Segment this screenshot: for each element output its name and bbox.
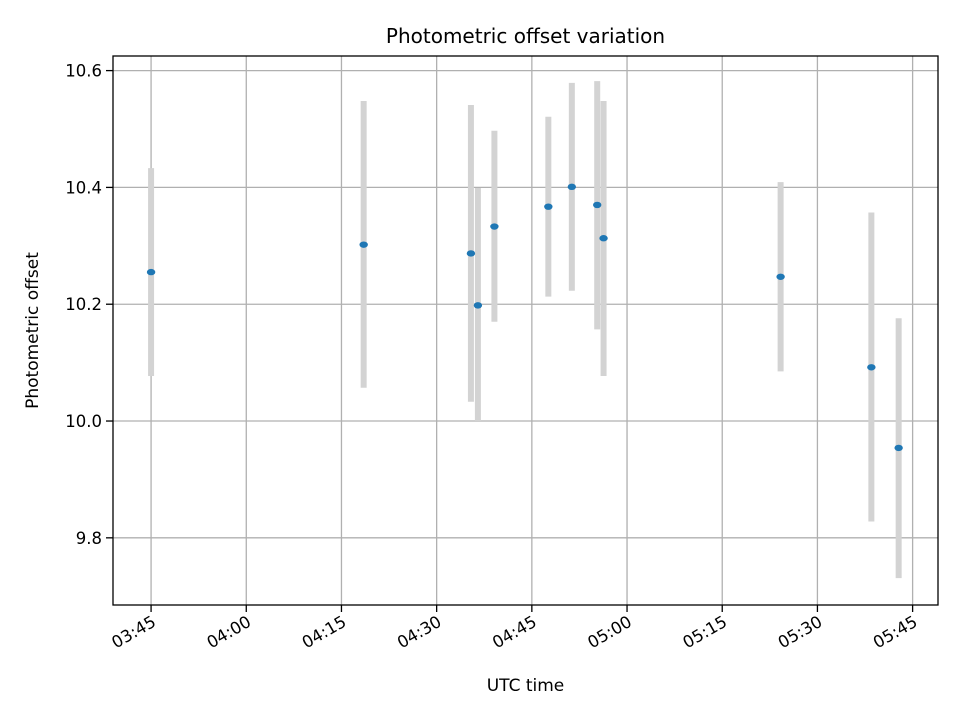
x-tick-label: 05:15: [680, 612, 731, 652]
data-point: [490, 223, 499, 230]
data-point: [776, 273, 785, 280]
data-point: [894, 444, 903, 452]
error-bars: [148, 81, 902, 579]
y-axis: 9.8 10.0 10.2 10.4 10.6: [65, 62, 113, 548]
data-point: [567, 183, 577, 191]
x-axis-label: UTC time: [487, 676, 565, 696]
x-tick-label: 04:30: [394, 612, 445, 652]
x-tick-label: 05:30: [775, 612, 826, 652]
data-point: [146, 268, 156, 276]
x-tick-label: 03:45: [108, 612, 159, 652]
x-tick-label: 04:15: [299, 612, 350, 652]
data-point: [359, 241, 368, 248]
data-points: [146, 183, 903, 452]
chart-title: Photometric offset variation: [386, 24, 665, 48]
data-point: [473, 302, 483, 309]
x-tick-label: 05:00: [584, 612, 635, 652]
y-axis-label: Photometric offset: [23, 252, 43, 409]
data-point: [867, 364, 876, 371]
data-point: [544, 203, 553, 210]
y-tick-label: 10.4: [65, 178, 102, 197]
x-tick-label: 05:45: [870, 612, 921, 652]
x-axis: 03:45 04:00 04:15 04:30 04:45 05:00 05:15 05:30…: [108, 605, 921, 652]
y-tick-label: 10.6: [65, 62, 102, 81]
y-tick-label: 10.2: [65, 295, 102, 314]
y-tick-label: 10.0: [65, 412, 102, 431]
y-tick-label: 9.8: [76, 529, 102, 548]
data-point: [599, 235, 608, 242]
x-tick-label: 04:45: [489, 612, 540, 652]
data-point: [593, 201, 602, 209]
plot-frame: [112, 55, 939, 606]
data-point: [466, 250, 476, 257]
grid: [113, 56, 938, 605]
x-tick-label: 04:00: [204, 612, 255, 652]
